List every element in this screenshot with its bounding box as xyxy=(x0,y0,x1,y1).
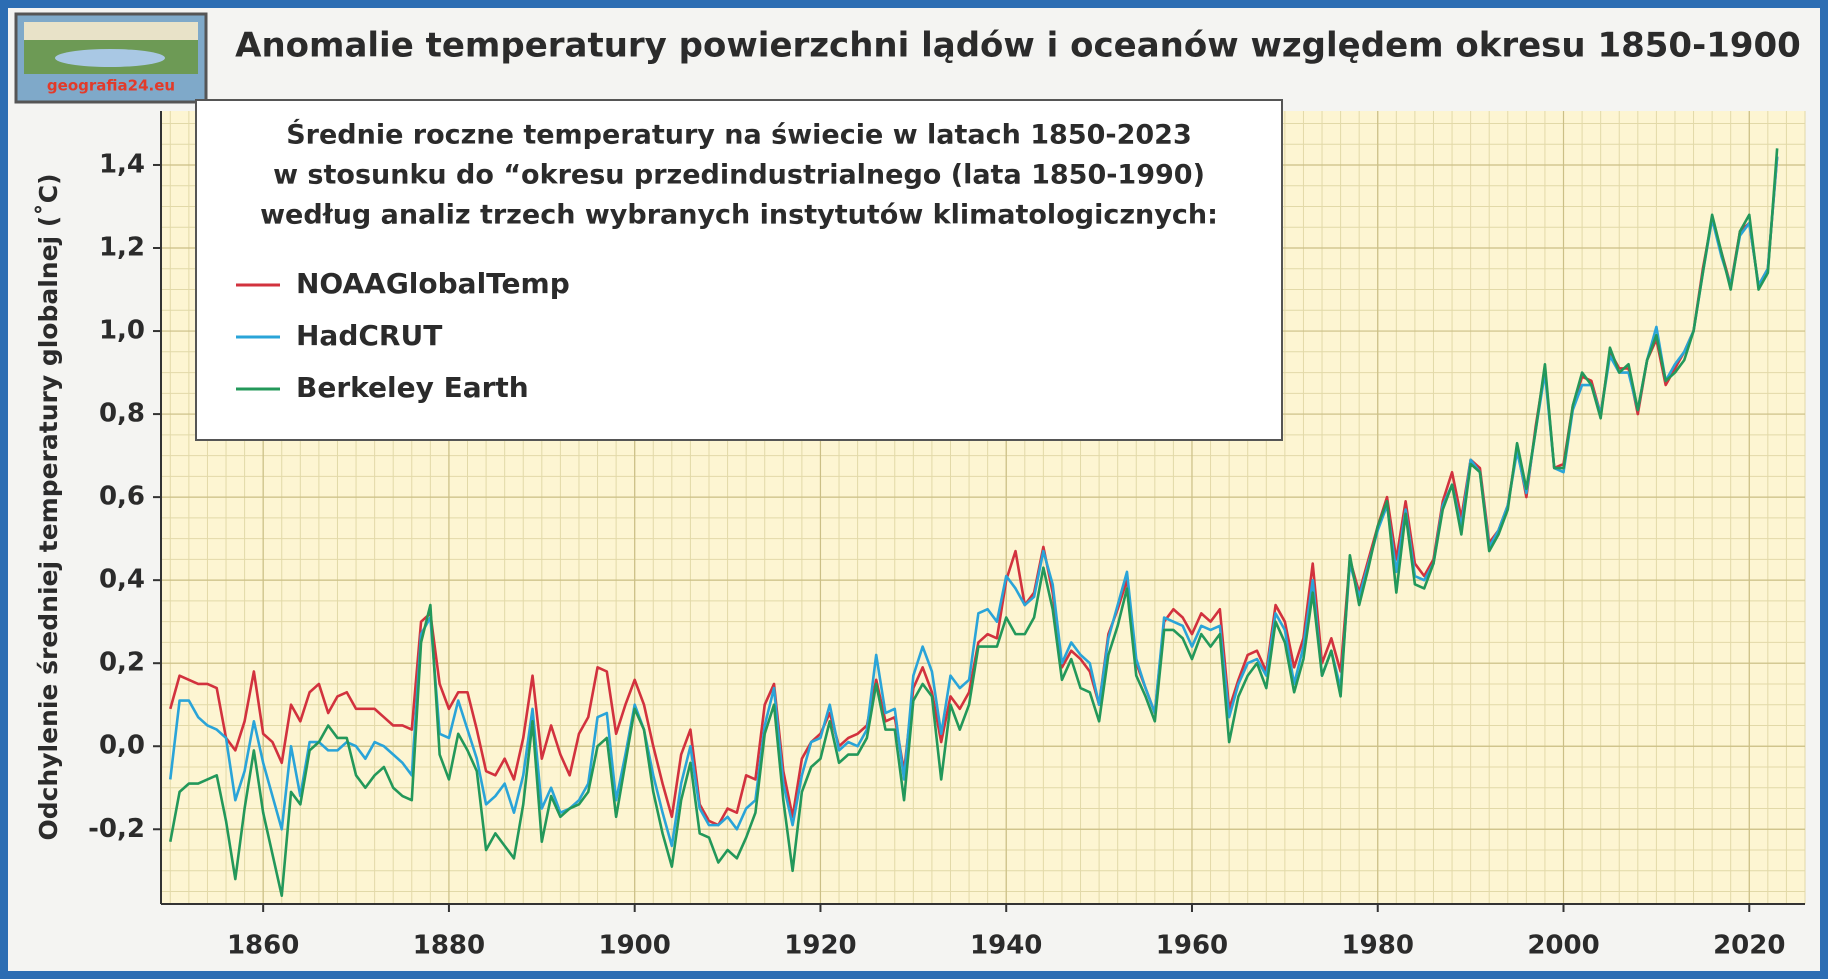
y-tick-label: 0,8 xyxy=(99,399,145,429)
legend: Średnie roczne temperatury na świecie w … xyxy=(196,100,1282,440)
x-tick-label: 2020 xyxy=(1713,931,1785,961)
logo-text: geografia24.eu xyxy=(47,77,175,95)
x-tick-label: 1860 xyxy=(227,931,299,961)
legend-label: Berkeley Earth xyxy=(296,371,529,404)
y-tick-label: 0,2 xyxy=(99,648,145,678)
logo-banner xyxy=(24,22,198,40)
legend-label: NOAAGlobalTemp xyxy=(296,267,570,300)
y-tick-label: 0,4 xyxy=(99,565,145,595)
x-tick-label: 1900 xyxy=(599,931,671,961)
y-tick-label: 1,4 xyxy=(99,149,145,179)
legend-title: Średnie roczne temperatury na świecie w … xyxy=(286,119,1192,151)
x-tick-label: 1880 xyxy=(413,931,485,961)
legend-label: HadCRUT xyxy=(296,319,442,352)
y-tick-label: -0,2 xyxy=(88,814,145,844)
y-tick-label: 0,0 xyxy=(99,731,145,761)
logo-water xyxy=(55,49,165,67)
x-tick-label: 2000 xyxy=(1527,931,1599,961)
y-tick-label: 1,0 xyxy=(99,316,145,346)
legend-title: w stosunku do “okresu przedindustrialneg… xyxy=(273,160,1205,191)
y-tick-label: 1,2 xyxy=(99,233,145,263)
page: geografia24.eu Anomalie temperatury powi… xyxy=(0,0,1828,979)
x-tick-label: 1940 xyxy=(970,931,1042,961)
y-axis-label: Odchylenie średniej temperatury globalne… xyxy=(34,173,63,840)
x-tick-label: 1960 xyxy=(1156,931,1228,961)
chart-title: Anomalie temperatury powierzchni lądów i… xyxy=(235,26,1801,66)
logo: geografia24.eu xyxy=(16,14,206,102)
x-tick-label: 1920 xyxy=(784,931,856,961)
y-tick-label: 0,6 xyxy=(99,482,145,512)
x-tick-label: 1980 xyxy=(1342,931,1414,961)
legend-title: według analiz trzech wybranych instytutó… xyxy=(260,200,1218,231)
